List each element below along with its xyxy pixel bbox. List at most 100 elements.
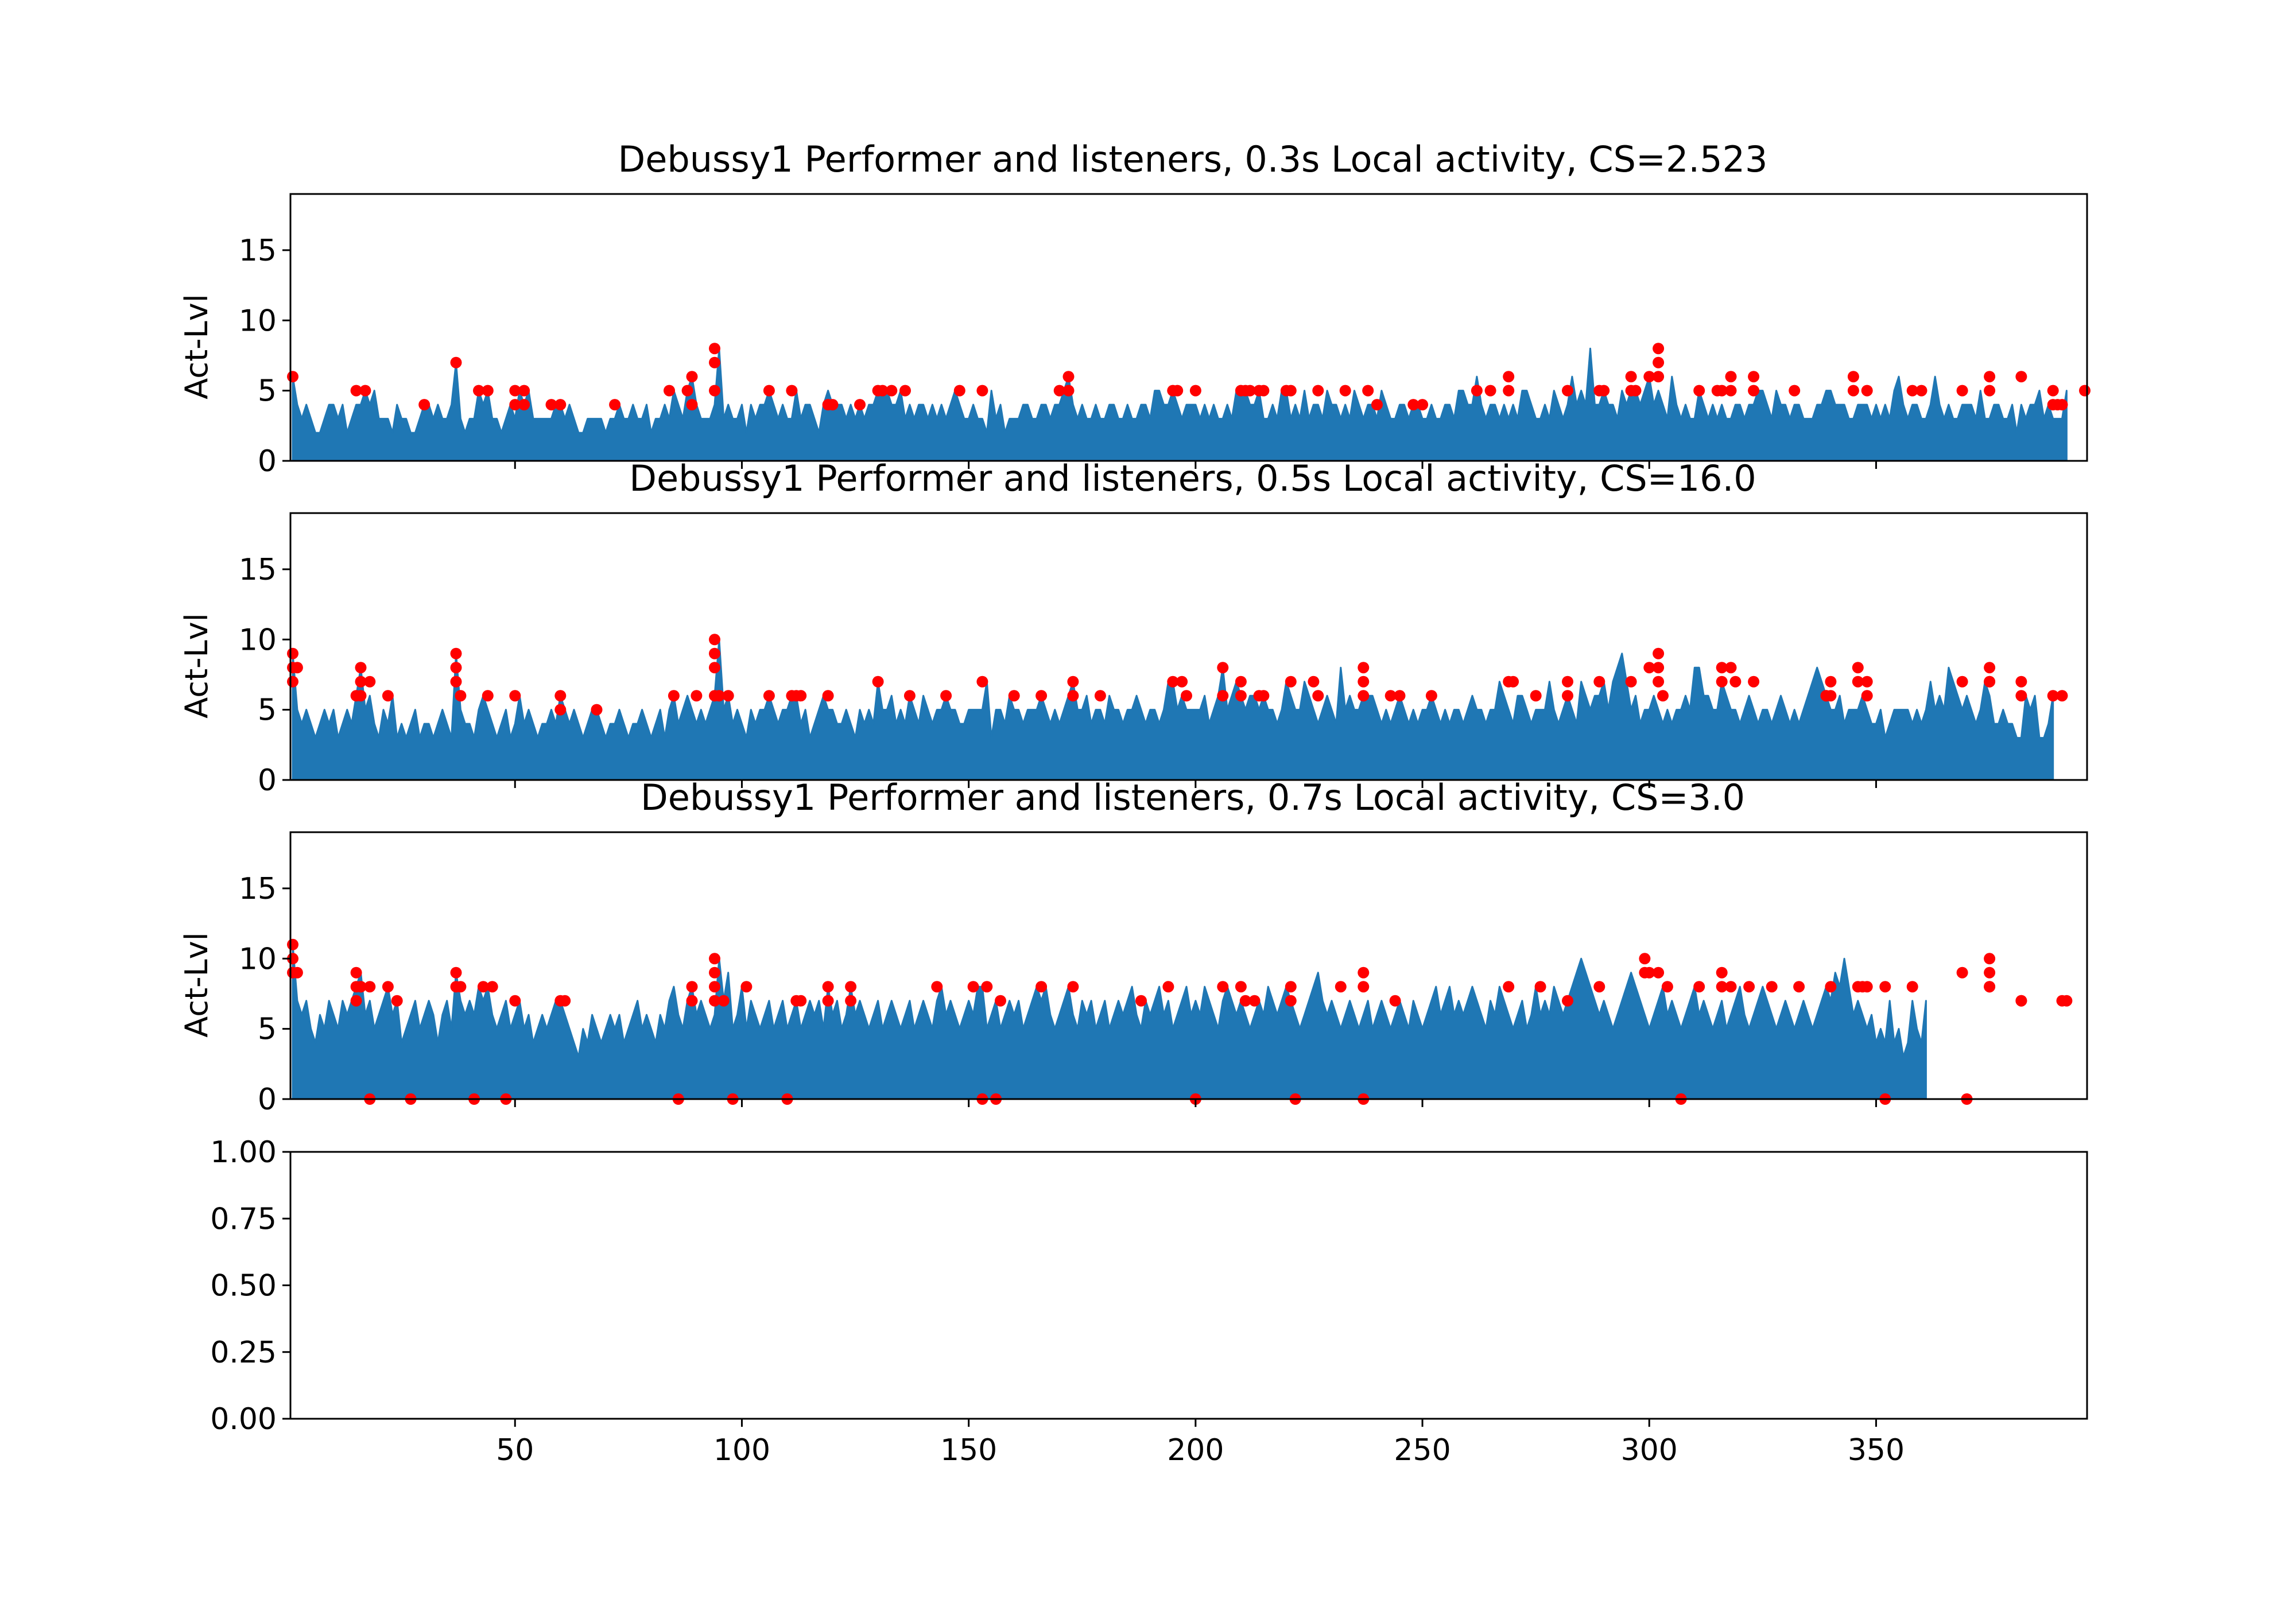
panel-1-peak-marker (1503, 385, 1515, 397)
panel-1-peak-marker (1847, 385, 1859, 397)
panel-1-ytick-label: 10 (239, 304, 277, 338)
panel-2-ytick-label: 10 (239, 623, 277, 657)
panel-3-peak-marker (845, 981, 857, 993)
panel-1-ytick-label: 0 (258, 444, 277, 479)
panel-3-plot (287, 938, 2073, 1105)
panel-1-peak-marker (609, 399, 621, 411)
panel-1-peak-marker (418, 399, 430, 411)
panel-2-peak-marker (709, 634, 720, 646)
panel-3-peak-marker (709, 953, 720, 965)
panel-2-peak-marker (1716, 662, 1728, 674)
panel-1-peak-marker (2079, 385, 2091, 397)
panel-2-peak-marker (1358, 662, 1370, 674)
panel-2-peak-marker (691, 690, 703, 702)
panel-4-xtick-label: 50 (496, 1433, 534, 1468)
panel-2-peak-marker (1035, 690, 1048, 702)
panel-4: 0.00 0.25 0.50 0.75 1.00 50 100 150 200 250 300 350 (210, 1135, 2088, 1468)
panel-2-peak-marker (709, 662, 720, 674)
panel-3-peak-marker (1643, 966, 1655, 979)
panel-2-peak-marker (355, 662, 367, 674)
panel-2-peak-marker (355, 690, 367, 702)
panel-2-peak-marker (1729, 676, 1742, 688)
panel-2-plot (287, 634, 2068, 781)
panel-1-peak-marker (1984, 385, 1996, 397)
panel-1-peak-marker (2056, 399, 2068, 411)
panel-2-peak-marker (591, 704, 603, 716)
panel-2-peak-marker (364, 676, 376, 688)
panel-3-peak-marker (350, 995, 362, 1007)
panel-3-peak-marker (967, 981, 979, 993)
panel-3-peak-marker (350, 966, 362, 979)
panel-3-peak-marker (509, 995, 521, 1007)
panel-3-peak-marker (364, 981, 376, 993)
panel-1-peak-marker (1362, 385, 1374, 397)
panel-1-peak-marker (1653, 356, 1665, 368)
panel-2-peak-marker (940, 690, 952, 702)
panel-1-peak-marker (709, 356, 720, 368)
panel-3-peak-marker (709, 995, 720, 1007)
panel-3-peak-marker (1661, 981, 1673, 993)
panel-1-peak-marker (450, 356, 462, 368)
panel-1-peak-marker (350, 385, 362, 397)
panel-3-peak-marker (1984, 981, 1996, 993)
panel-3-peak-marker (931, 981, 943, 993)
panel-1-peak-marker (509, 399, 521, 411)
panel-3-peak-marker (1725, 981, 1737, 993)
panel-1-peak-marker (473, 385, 484, 397)
panel-3-peak-marker (1358, 966, 1370, 979)
panel-3-peak-marker (382, 981, 394, 993)
panel-3-ytick-label: 0 (258, 1082, 277, 1117)
panel-1-peak-marker (1956, 385, 1968, 397)
panel-2-peak-marker (1643, 662, 1655, 674)
panel-2-peak-marker (1507, 676, 1519, 688)
panel-2-peak-marker (1825, 676, 1837, 688)
panel-2-peak-marker (2015, 676, 2027, 688)
panel-1-ytick-label: 5 (258, 374, 277, 409)
panel-1-peak-marker (1725, 371, 1737, 383)
panel-1-peak-marker (1748, 371, 1760, 383)
panel-4-xtick-label: 100 (713, 1433, 770, 1468)
panel-4-ytick-label: 0.25 (210, 1336, 277, 1370)
panel-1-peak-marker (1189, 385, 1201, 397)
panel-2-peak-marker (1094, 690, 1106, 702)
panel-1-ytick-label: 15 (239, 234, 277, 268)
panel-2-peak-marker (1852, 676, 1864, 688)
panel-1-peak-marker (664, 385, 675, 397)
panel-1-plot (287, 343, 2091, 462)
panel-3-ytick-label: 10 (239, 942, 277, 976)
panel-2-peak-marker (1067, 676, 1079, 688)
panel-3-peak-marker (1248, 995, 1261, 1007)
panel-2-peak-marker (1593, 676, 1605, 688)
panel-1-peak-marker (953, 385, 965, 397)
panel-3-peak-marker (1035, 981, 1048, 993)
panel-3-peak-marker (355, 981, 367, 993)
panel-1-peak-marker (1716, 385, 1728, 397)
panel-1-peak-marker (1503, 371, 1515, 383)
panel-2-peak-marker (1358, 676, 1370, 688)
panel-1-peak-marker (1417, 399, 1429, 411)
panel-2-peak-marker (2047, 690, 2059, 702)
panel-2-peak-marker (2015, 690, 2027, 702)
panel-1: Debussy1 Performer and listeners, 0.3s L… (179, 138, 2091, 479)
panel-2-peak-marker (1748, 676, 1760, 688)
panel-3-axes-frame (289, 831, 2088, 1100)
panel-3-peak-marker (795, 995, 807, 1007)
panel-2-peak-marker (1825, 690, 1837, 702)
panel-2-peak-marker (2056, 690, 2068, 702)
panel-2-peak-marker (709, 647, 720, 659)
panel-2-peak-marker (1653, 647, 1665, 659)
panel-3-peak-marker (709, 966, 720, 979)
panel-2-peak-marker (1008, 690, 1020, 702)
panel-2-peak-marker (1181, 690, 1192, 702)
panel-2-peak-marker (355, 676, 367, 688)
panel-2-peak-marker (1653, 662, 1665, 674)
panel-3-activity-series (292, 944, 1927, 1100)
panel-3-peak-marker (2015, 995, 2027, 1007)
panel-2-peak-marker (722, 690, 734, 702)
panel-2-peak-marker (1984, 676, 1996, 688)
panel-3-peak-marker (477, 981, 489, 993)
panel-1-peak-marker (1693, 385, 1705, 397)
panel-1-peak-marker (1725, 385, 1737, 397)
panel-2-peak-marker (903, 690, 916, 702)
panel-3-peak-marker (1793, 981, 1805, 993)
